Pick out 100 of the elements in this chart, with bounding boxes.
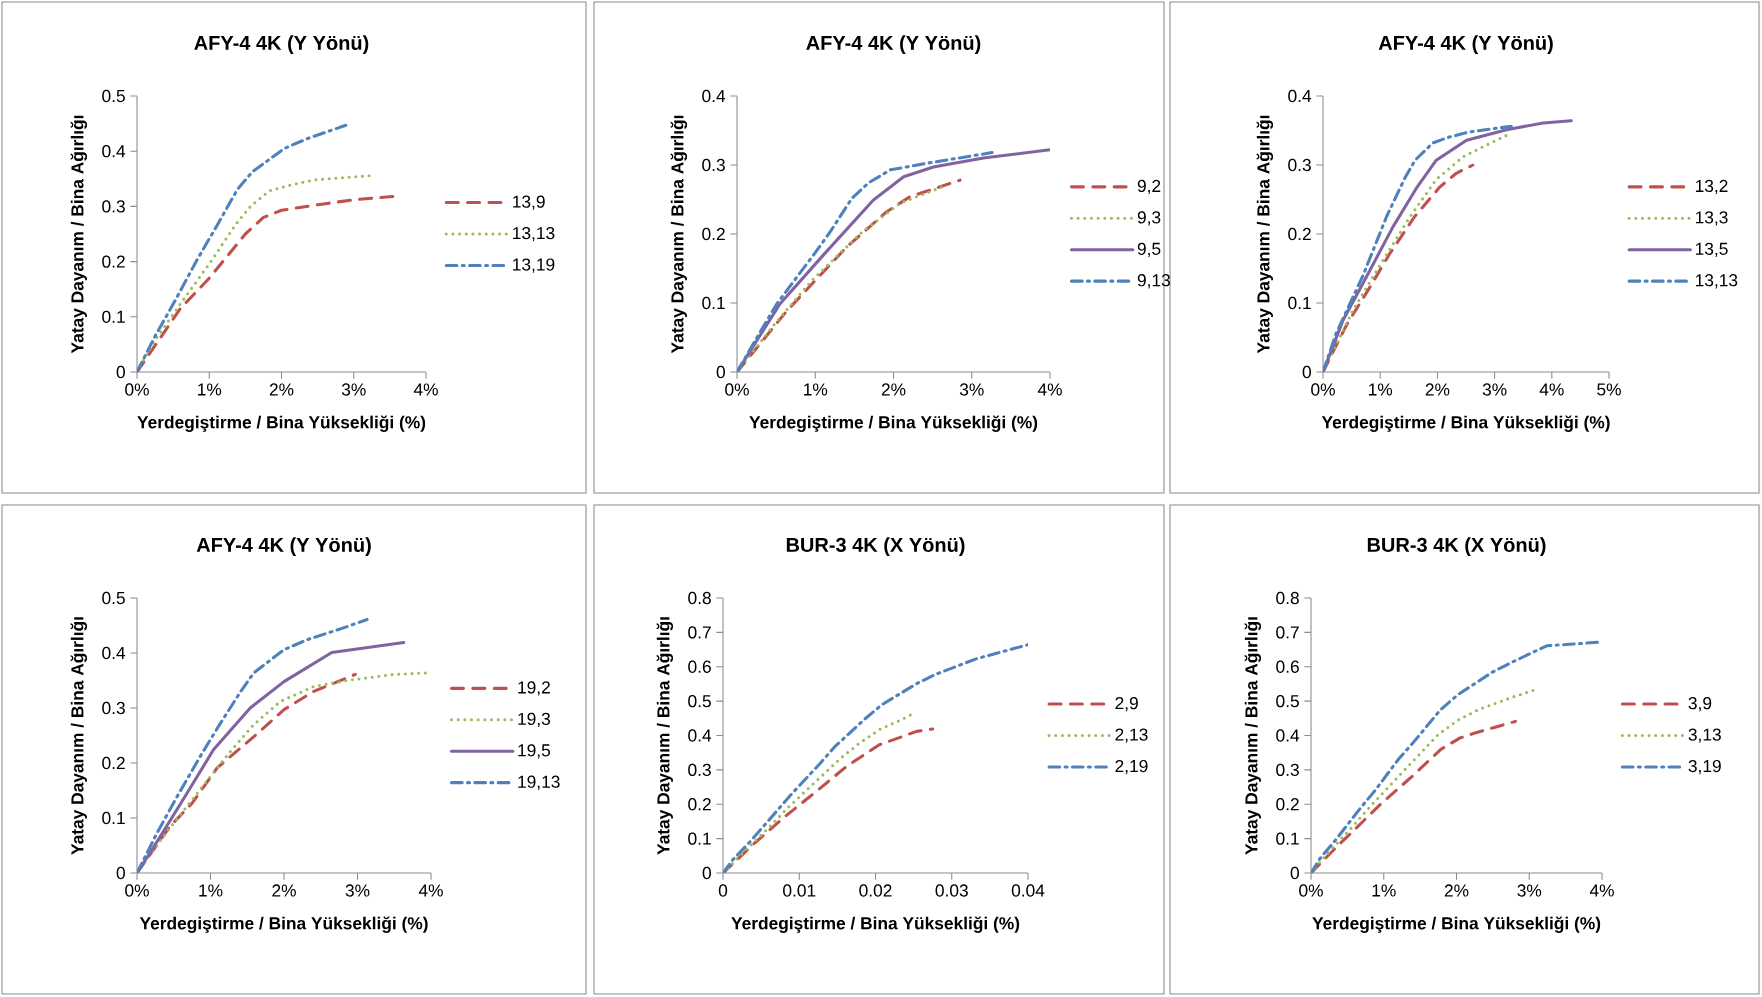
y-tick-label: 0.2 (102, 756, 125, 770)
x-tick-label: 1% (1372, 884, 1396, 897)
y-axis-title: Yatay Dayanım / Bina Ağırlığı (656, 617, 674, 855)
line-series (137, 672, 357, 873)
y-tick-label: 0.1 (102, 811, 125, 825)
y-tick-label: 0.4 (688, 729, 712, 742)
chart-title: AFY-4 4K (Y Yönü) (806, 35, 981, 54)
x-tick-label: 4% (413, 383, 438, 396)
legend-label: 13,13 (513, 226, 555, 242)
legend-label: 3,19 (1688, 759, 1721, 775)
legend-label: 19,3 (518, 712, 551, 728)
legend-label: 3,13 (1688, 728, 1721, 743)
y-tick-label: 0 (702, 866, 711, 880)
legend-label: 19,5 (518, 744, 551, 759)
y-tick-label: 0 (116, 866, 125, 880)
legend-label: 9,13 (1137, 274, 1170, 289)
x-tick-label: 0.01 (783, 884, 816, 897)
y-tick-label: 0.3 (702, 158, 725, 172)
x-tick-label: 2% (1444, 884, 1469, 897)
y-tick-label: 0.1 (702, 296, 725, 310)
x-tick-label: 2% (881, 383, 906, 396)
x-tick-label: 1% (1369, 383, 1393, 396)
x-axis-title: Yerdegiştirme / Bina Yüksekliği (%) (731, 916, 1020, 933)
legend-label: 9,2 (1137, 179, 1161, 195)
x-tick-label: 5% (1597, 383, 1621, 396)
y-tick-label: 0.6 (688, 660, 711, 673)
chart-title: BUR-3 4K (X Yönü) (786, 537, 965, 556)
line-series (723, 727, 935, 873)
y-tick-label: 0 (716, 365, 725, 379)
x-axis-title: Yerdegiştirme / Bina Yüksekliği (%) (1321, 415, 1610, 432)
y-tick-label: 0.2 (688, 798, 711, 811)
legend-label: 9,5 (1137, 242, 1161, 257)
x-tick-label: 1% (199, 884, 223, 897)
chart-title: BUR-3 4K (X Yönü) (1367, 537, 1546, 556)
x-axis-title: Yerdegiştirme / Bina Yüksekliği (%) (749, 415, 1038, 432)
y-tick-label: 0.1 (688, 832, 711, 845)
y-tick-label: 0.5 (688, 694, 711, 708)
y-tick-label: 0.3 (1276, 763, 1299, 777)
y-tick-label: 0 (1302, 365, 1311, 379)
line-series (137, 123, 348, 372)
y-tick-label: 0.3 (102, 701, 125, 715)
legend-label: 13,9 (513, 195, 545, 210)
legend-label: 13,19 (513, 258, 555, 273)
y-tick-label: 0.3 (1288, 158, 1311, 172)
x-tick-label: 2% (1425, 383, 1450, 396)
y-tick-label: 0.7 (1276, 626, 1299, 639)
line-series (1311, 719, 1517, 873)
legend-label: 2,13 (1115, 728, 1148, 743)
legend-label: 19,2 (518, 681, 550, 696)
x-tick-label: 3% (1517, 884, 1542, 897)
legend-label: 13,13 (1695, 274, 1738, 289)
y-tick-label: 0.8 (1276, 591, 1299, 605)
legend-label: 2,9 (1115, 697, 1138, 712)
y-tick-label: 0.1 (102, 310, 125, 323)
y-tick-label: 0.2 (702, 227, 725, 241)
x-tick-label: 1% (198, 383, 222, 396)
x-tick-label: 3% (345, 884, 370, 897)
y-axis-title: Yatay Dayanım / Bina Ağırlığı (1244, 617, 1262, 855)
y-tick-label: 0.6 (1276, 660, 1299, 673)
x-axis-title: Yerdegiştirme / Bina Yüksekliği (%) (1312, 916, 1601, 933)
line-series (137, 617, 369, 873)
x-tick-label: 0.03 (935, 884, 968, 897)
y-tick-label: 0.7 (688, 626, 711, 639)
chart-title: AFY-4 4K (Y Yönü) (196, 537, 371, 556)
legend-label: 2,19 (1115, 759, 1148, 775)
x-tick-label: 0.02 (859, 884, 892, 897)
y-tick-label: 0.5 (1276, 694, 1299, 708)
line-series (137, 194, 396, 372)
legend-label: 19,13 (518, 775, 560, 790)
x-tick-label: 0% (125, 884, 149, 897)
y-tick-label: 0.5 (102, 89, 125, 103)
x-axis-title: Yerdegiştirme / Bina Yüksekliği (%) (137, 415, 426, 432)
legend-label: 13,3 (1695, 211, 1728, 226)
legend-label: 13,5 (1695, 242, 1728, 257)
x-tick-label: 4% (1037, 383, 1062, 396)
chart-title: AFY-4 4K (Y Yönü) (194, 35, 369, 54)
y-tick-label: 0.1 (1288, 296, 1311, 310)
x-tick-label: 4% (1539, 383, 1564, 396)
y-tick-label: 0.4 (102, 145, 126, 158)
x-tick-label: 3% (959, 383, 984, 396)
y-tick-label: 0.2 (1288, 227, 1311, 241)
y-tick-label: 0.4 (102, 646, 126, 660)
x-tick-label: 4% (418, 884, 443, 897)
line-series (737, 151, 994, 372)
y-tick-label: 0.4 (1288, 89, 1312, 103)
y-tick-label: 0 (116, 365, 125, 379)
y-axis-title: Yatay Dayanım / Bina Ağırlığı (70, 617, 88, 855)
x-tick-label: 3% (341, 383, 366, 396)
x-tick-label: 2% (269, 383, 294, 396)
y-tick-label: 0 (1290, 866, 1299, 880)
x-tick-label: 2% (272, 884, 296, 897)
x-tick-label: 1% (804, 383, 828, 396)
x-tick-label: 4% (1589, 884, 1614, 897)
y-axis-title: Yatay Dayanım / Bina Ağırlığı (670, 115, 688, 354)
y-tick-label: 0.1 (1276, 832, 1299, 845)
x-tick-label: 0% (1299, 884, 1323, 897)
x-tick-label: 0.04 (1011, 884, 1045, 897)
y-tick-label: 0.2 (102, 255, 125, 268)
legend-label: 3,9 (1688, 697, 1712, 712)
x-tick-label: 3% (1482, 383, 1507, 396)
